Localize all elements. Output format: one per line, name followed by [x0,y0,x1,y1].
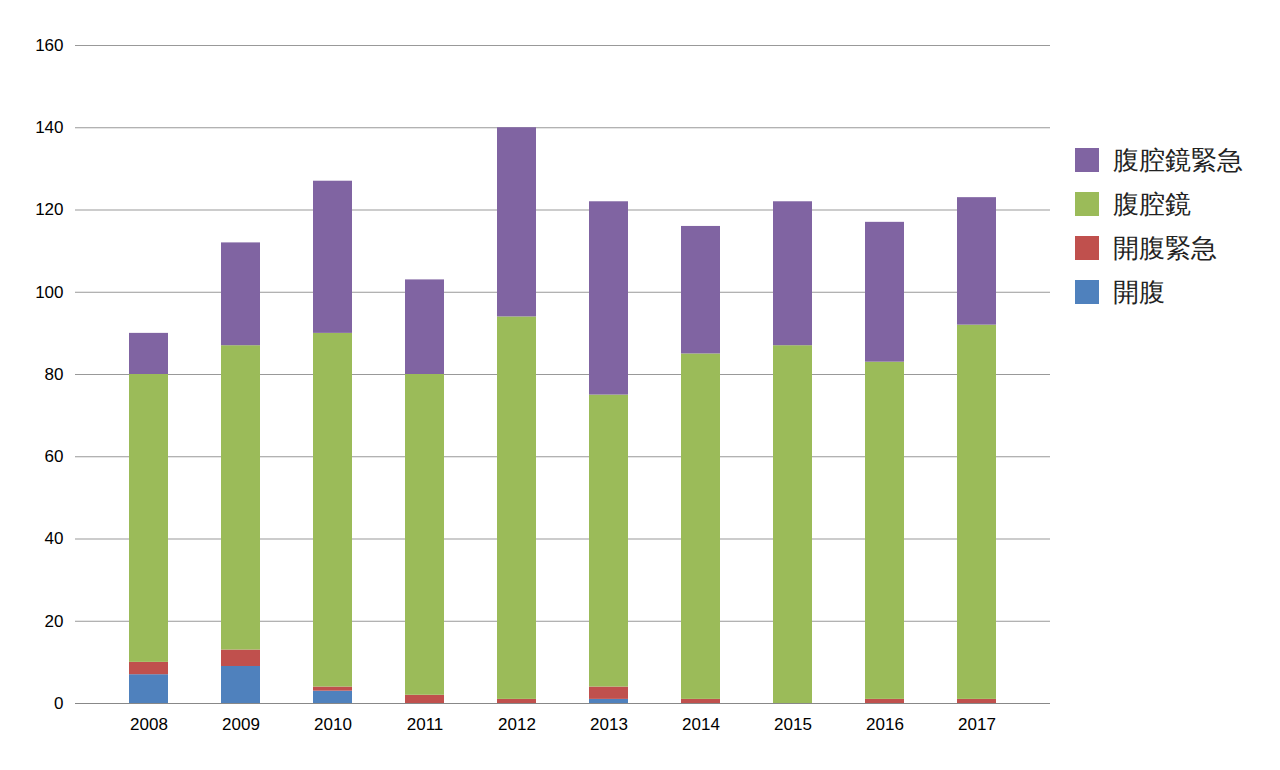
svg-text:2011: 2011 [407,715,444,734]
html-text:開腹緊急: 開腹緊急 [1113,232,1217,263]
svg-text:40: 40 [45,529,64,548]
svg-text:80: 80 [45,365,64,384]
svg-text:2009: 2009 [222,715,260,734]
svg-text:20: 20 [45,612,64,631]
html-text:腹腔鏡: 腹腔鏡 [1113,188,1191,219]
svg-text:2015: 2015 [774,715,812,734]
svg-text:100: 100 [35,283,63,302]
svg-text:2014: 2014 [682,715,720,734]
svg-text:2013: 2013 [590,715,628,734]
svg-text:2017: 2017 [958,715,996,734]
svg-text:2012: 2012 [498,715,536,734]
svg-text:2010: 2010 [314,715,352,734]
svg-text:140: 140 [35,118,63,137]
svg-text:60: 60 [45,447,64,466]
html-text:開腹: 開腹 [1113,276,1165,307]
html-text:腹腔鏡緊急: 腹腔鏡緊急 [1113,144,1243,175]
svg-text:0: 0 [54,694,63,713]
svg-text:2008: 2008 [130,715,168,734]
svg-text:2016: 2016 [866,715,904,734]
svg-text:160: 160 [35,36,63,55]
svg-text:120: 120 [35,200,63,219]
